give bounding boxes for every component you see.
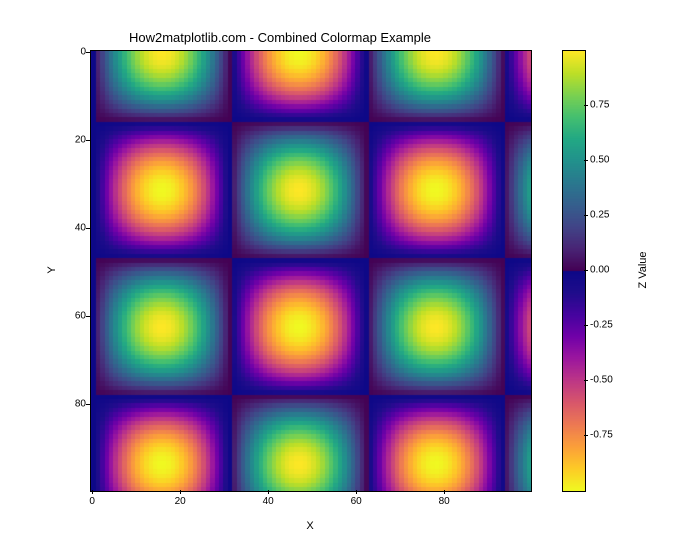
x-tick-label: 0 — [89, 496, 95, 507]
x-tick-label: 40 — [263, 496, 274, 507]
x-tick-mark — [180, 490, 181, 494]
colorbar-tick-mark — [584, 270, 588, 271]
colorbar-tick-mark — [584, 160, 588, 161]
y-tick-mark — [86, 404, 90, 405]
x-tick-label: 20 — [175, 496, 186, 507]
colorbar-tick-label: 0.00 — [590, 265, 609, 276]
y-tick-label: 0 — [64, 47, 86, 58]
chart-title: How2matplotlib.com - Combined Colormap E… — [0, 30, 560, 45]
y-tick-mark — [86, 316, 90, 317]
colorbar-tick-label: -0.25 — [590, 320, 613, 331]
colorbar-tick-label: 0.25 — [590, 210, 609, 221]
x-tick-mark — [268, 490, 269, 494]
y-tick-label: 60 — [64, 311, 86, 322]
colorbar-tick-mark — [584, 325, 588, 326]
x-tick-mark — [356, 490, 357, 494]
colorbar-tick-mark — [584, 215, 588, 216]
x-tick-mark — [444, 490, 445, 494]
y-tick-mark — [86, 228, 90, 229]
x-axis-label: X — [90, 520, 530, 532]
colorbar-tick-mark — [584, 380, 588, 381]
y-tick-mark — [86, 52, 90, 53]
x-tick-label: 80 — [439, 496, 450, 507]
colorbar-tick-label: 0.75 — [590, 100, 609, 111]
colorbar-tick-label: -0.50 — [590, 375, 613, 386]
x-tick-mark — [92, 490, 93, 494]
y-tick-mark — [86, 140, 90, 141]
y-axis-label: Y — [0, 263, 272, 277]
y-tick-label: 80 — [64, 399, 86, 410]
colorbar-tick-mark — [584, 105, 588, 106]
x-tick-label: 60 — [351, 496, 362, 507]
y-tick-label: 20 — [64, 135, 86, 146]
y-tick-label: 40 — [64, 223, 86, 234]
colorbar-label: Z Value — [423, 263, 700, 277]
colorbar-tick-mark — [584, 435, 588, 436]
colorbar-tick-label: -0.75 — [590, 430, 613, 441]
colorbar-tick-label: 0.50 — [590, 155, 609, 166]
